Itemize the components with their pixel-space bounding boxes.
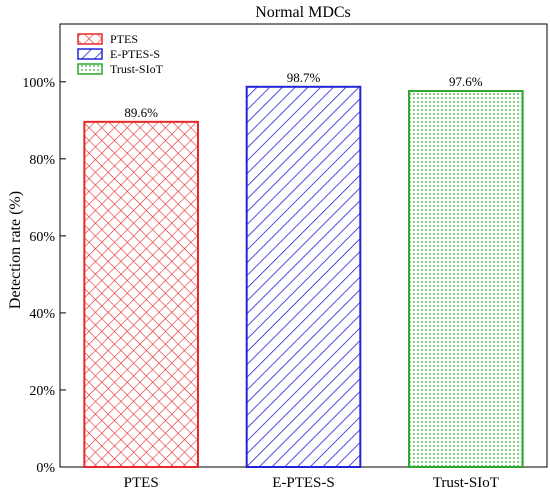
data-label: 97.6% [449,74,483,89]
bar-e-ptes-s [245,85,362,468]
y-tick-label: 40% [29,307,55,322]
y-tick-label: 20% [29,384,55,399]
legend-swatch [77,33,103,45]
x-axis-ticks: PTES E-PTES-S Trust-SIoT [124,461,499,491]
bar-trust-siot [408,90,524,468]
legend-swatch [77,48,103,60]
chart-title: Normal MDCs [255,4,351,21]
y-tick-label: 80% [29,153,55,168]
y-axis-ticks: 0% 20% 40% 60% 80% 100% [22,76,66,476]
x-tick-label: PTES [124,475,159,491]
data-labels: 89.6% 98.7% 97.6% [124,70,482,120]
legend-label: Trust-SIoT [110,62,164,76]
data-label: 98.7% [287,70,321,85]
y-tick-label: 0% [36,461,55,476]
bar-ptes [83,120,199,468]
legend-swatch [77,63,103,75]
bars [83,85,524,468]
x-tick-label: Trust-SIoT [433,475,499,491]
legend-label: E-PTES-S [110,47,160,61]
y-tick-label: 100% [22,76,55,91]
data-label: 89.6% [124,105,158,120]
legend-label: PTES [110,32,138,46]
y-tick-label: 60% [29,230,55,245]
x-tick-label: E-PTES-S [272,475,335,491]
y-axis-label: Detection rate (%) [7,191,24,309]
